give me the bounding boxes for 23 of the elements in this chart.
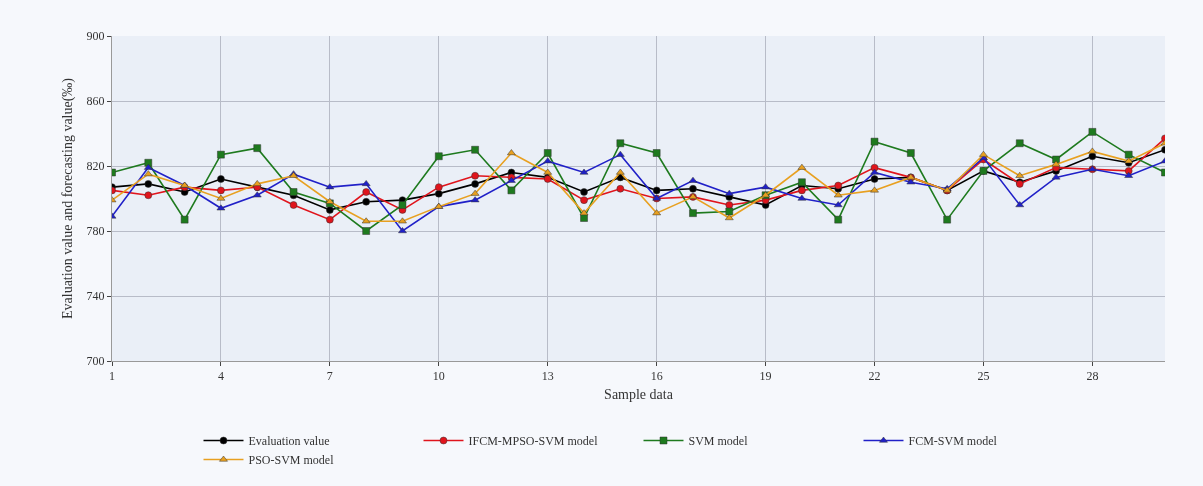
y-tick-label: 780 [86,224,105,239]
x-tick-label: 28 [1086,369,1099,384]
x-tick-label: 13 [541,369,554,384]
x-tick-label: 16 [650,369,663,384]
legend-label: SVM model [688,434,749,449]
y-tick-label: 900 [86,29,105,44]
x-tick-label: 19 [759,369,772,384]
y-tick-label: 820 [86,159,105,174]
y-tick-label: 700 [86,354,105,369]
legend-label: PSO-SVM model [248,453,335,468]
x-tick-label: 4 [217,369,224,384]
y-axis-title: Evaluation value and forecasting value(‰) [60,77,77,320]
legend-label: Evaluation value [248,434,330,449]
x-tick-label: 1 [109,369,115,384]
x-tick-label: 10 [432,369,445,384]
x-tick-label: 7 [326,369,333,384]
x-tick-label: 25 [977,369,990,384]
legend-label: FCM-SVM model [908,434,998,449]
legend-label: IFCM-MPSO-SVM model [468,434,599,449]
y-tick-label: 860 [86,94,105,109]
y-tick-label: 740 [86,289,105,304]
x-tick-label: 22 [868,369,881,384]
x-axis-title: Sample data [604,386,674,402]
